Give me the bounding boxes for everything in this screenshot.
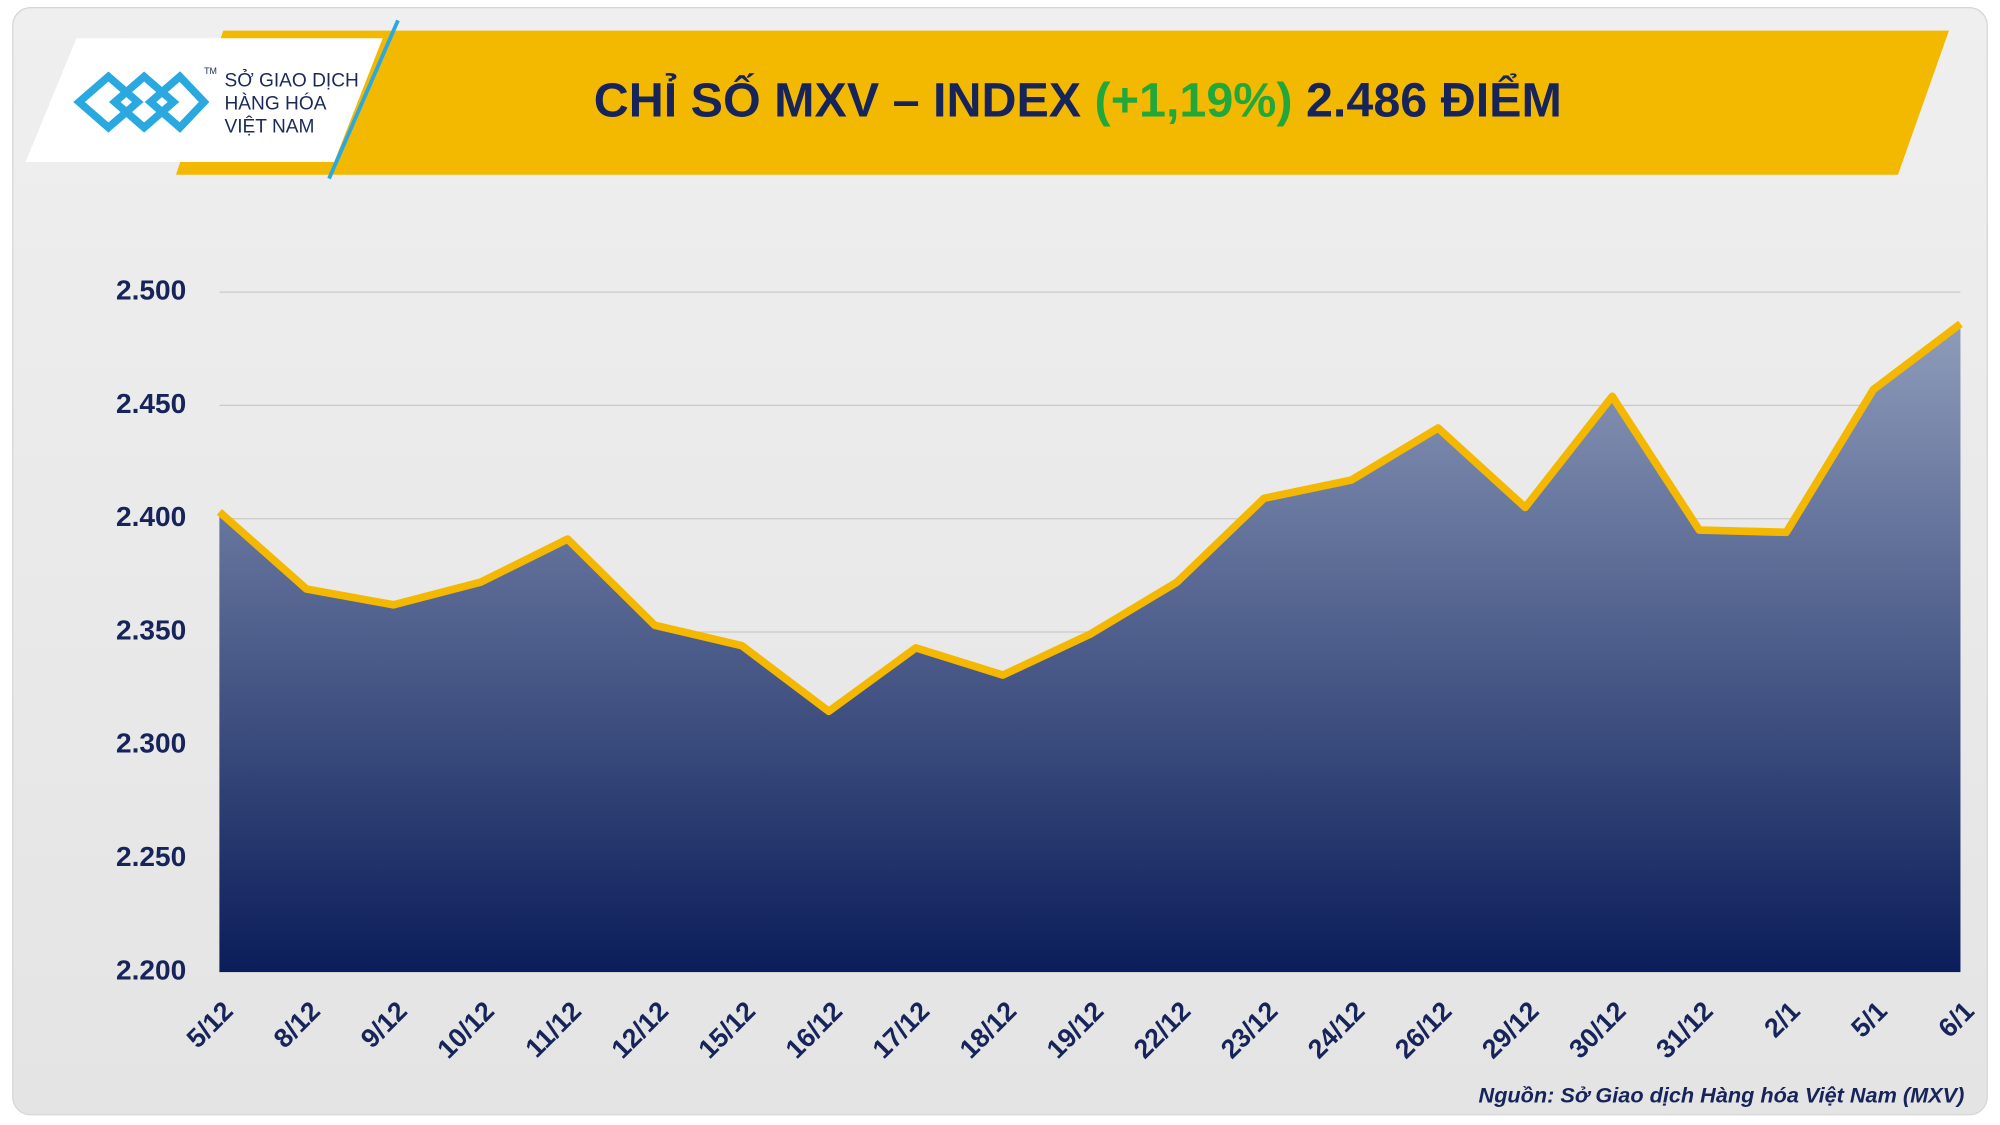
- logo-mark: [73, 71, 210, 133]
- y-tick-label: 2.250: [116, 841, 186, 872]
- logo-text: HÀNG HÓA: [224, 93, 326, 115]
- logo-accent: [327, 19, 400, 180]
- area: [219, 323, 1961, 972]
- y-tick-label: 2.350: [116, 614, 186, 645]
- logo-text: SỞ GIAO DỊCH: [224, 70, 358, 92]
- title-prefix: CHỈ SỐ MXV – INDEX: [594, 72, 1081, 127]
- logo-text: VIỆT NAM: [224, 117, 314, 138]
- logo-tm: TM: [204, 66, 217, 76]
- y-tick-label: 2.400: [116, 501, 186, 532]
- title-change: (+1,19%): [1095, 73, 1293, 127]
- chart-title: CHỈ SỐ MXV – INDEX (+1,19%) 2.486 ĐIỂM: [594, 72, 1562, 127]
- line: [216, 320, 1963, 716]
- title-value: 2.486 ĐIỂM: [1306, 73, 1562, 127]
- source: Nguồn: Sở Giao dịch Hàng hóa Việt Nam (M…: [1479, 1083, 1965, 1108]
- y-tick-label: 2.200: [116, 954, 186, 985]
- y-tick-label: 2.450: [116, 388, 186, 419]
- title-banner: [176, 30, 1949, 175]
- y-tick-label: 2.500: [116, 274, 186, 305]
- y-tick-label: 2.300: [116, 728, 186, 759]
